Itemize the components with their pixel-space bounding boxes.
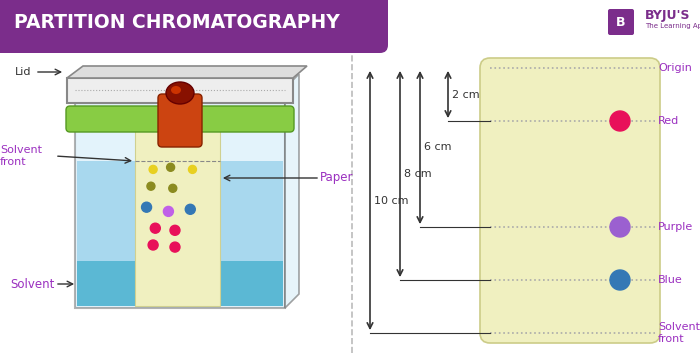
Circle shape (169, 184, 177, 192)
Polygon shape (67, 66, 307, 78)
Text: 8 cm: 8 cm (404, 169, 432, 179)
Circle shape (163, 207, 174, 216)
FancyBboxPatch shape (480, 58, 660, 343)
Text: Origin: Origin (658, 63, 692, 73)
Circle shape (188, 166, 197, 174)
Circle shape (186, 204, 195, 214)
Text: Paper: Paper (320, 171, 354, 184)
Polygon shape (285, 74, 299, 308)
Circle shape (149, 166, 157, 174)
Circle shape (150, 223, 160, 233)
Text: PARTITION CHROMATOGRAPHY: PARTITION CHROMATOGRAPHY (14, 13, 340, 33)
Text: The Learning App: The Learning App (645, 23, 700, 29)
Text: Purple: Purple (658, 222, 693, 232)
Circle shape (147, 182, 155, 190)
FancyBboxPatch shape (158, 94, 202, 147)
Circle shape (141, 202, 152, 212)
Bar (135, 118, 220, 306)
Text: Blue: Blue (658, 275, 682, 285)
Bar (77, 161, 283, 261)
Circle shape (170, 242, 180, 252)
Text: B: B (616, 16, 626, 29)
Text: BYJU'S: BYJU'S (645, 8, 690, 21)
Bar (67, 78, 293, 103)
Text: Solvent
front: Solvent front (0, 145, 42, 167)
Circle shape (170, 225, 180, 235)
Ellipse shape (166, 82, 194, 104)
Bar (77, 261, 283, 306)
Circle shape (610, 217, 630, 237)
Bar (0, 0, 20, 37)
Text: Solvent: Solvent (10, 277, 55, 290)
Circle shape (167, 163, 174, 171)
Bar (75, 88, 285, 308)
Circle shape (148, 240, 158, 250)
Text: 6 cm: 6 cm (424, 143, 452, 152)
Text: 10 cm: 10 cm (374, 196, 409, 205)
Text: Lid: Lid (15, 67, 32, 77)
FancyBboxPatch shape (0, 0, 388, 53)
Bar (0, 25, 380, 45)
Circle shape (610, 111, 630, 131)
Text: Red: Red (658, 116, 679, 126)
FancyBboxPatch shape (66, 106, 294, 132)
Circle shape (610, 270, 630, 290)
Text: Solvent
front: Solvent front (658, 322, 700, 344)
Ellipse shape (171, 86, 181, 94)
FancyBboxPatch shape (608, 9, 634, 35)
Text: 2 cm: 2 cm (452, 90, 480, 99)
